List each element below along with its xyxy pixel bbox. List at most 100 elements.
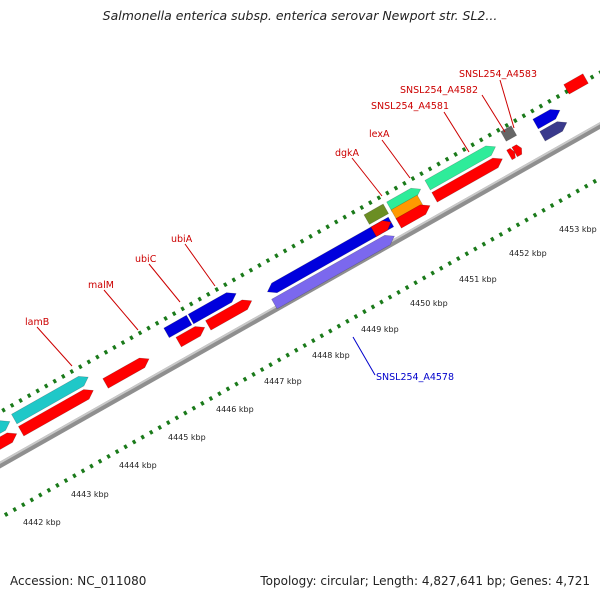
scale-tick xyxy=(345,318,350,324)
scale-label: 4442 kbp xyxy=(23,518,61,527)
gene-feature[interactable] xyxy=(11,372,91,425)
gene-feature[interactable] xyxy=(370,217,394,237)
gene-feature[interactable] xyxy=(17,386,96,437)
scale-tick xyxy=(504,122,510,128)
scale-tick xyxy=(413,280,418,286)
scale-tick xyxy=(299,238,305,244)
scale-tick xyxy=(183,410,188,416)
scale-tick xyxy=(532,212,538,218)
gene-feature[interactable] xyxy=(563,73,589,95)
scale-tick xyxy=(436,161,441,167)
scale-tick xyxy=(316,229,322,235)
gene-label-lamB[interactable]: lamB xyxy=(25,317,49,328)
tick-rows xyxy=(1,69,600,517)
scale-tick xyxy=(393,185,399,191)
scale-tick xyxy=(515,222,521,228)
scale-tick xyxy=(123,444,128,450)
scale-tick xyxy=(69,369,75,375)
scale-tick xyxy=(205,291,211,297)
scale-tick xyxy=(353,314,359,319)
gene-feature[interactable] xyxy=(187,289,239,325)
scale-tick xyxy=(453,151,458,157)
scale-tick xyxy=(80,468,86,474)
gene-feature[interactable] xyxy=(431,154,505,203)
gene-label-snsl254-a4581[interactable]: SNSL254_A4581 xyxy=(371,101,449,112)
gene-label-ubiC[interactable]: ubiC xyxy=(135,254,157,265)
gene-feature[interactable] xyxy=(532,106,563,130)
gene-label-dgkA[interactable]: dgkA xyxy=(335,148,360,159)
scale-tick xyxy=(325,224,330,230)
scale-tick xyxy=(350,209,356,215)
scale-tick xyxy=(455,256,461,262)
gene-label-snsl254-a4582[interactable]: SNSL254_A4582 xyxy=(400,85,478,96)
gene-feature[interactable] xyxy=(102,354,152,389)
scale-tick xyxy=(478,137,484,143)
scale-tick xyxy=(106,453,111,459)
scale-tick xyxy=(308,233,313,239)
scale-tick xyxy=(376,195,382,201)
scale-label: 4451 kbp xyxy=(459,275,497,284)
scale-tick xyxy=(148,429,154,435)
genome-backbone xyxy=(0,97,600,498)
scale-tick xyxy=(547,98,552,104)
scale-label: 4444 kbp xyxy=(119,461,157,470)
gene-feature[interactable] xyxy=(539,118,570,142)
scale-tick xyxy=(430,270,435,276)
scale-tick xyxy=(359,204,365,210)
gene-feature[interactable] xyxy=(0,429,19,474)
gene-feature[interactable] xyxy=(271,231,398,310)
scale-tick xyxy=(259,367,265,373)
scale-tick xyxy=(575,188,580,194)
scale-tick xyxy=(521,113,527,119)
gene-feature[interactable] xyxy=(506,147,518,161)
gene-label-snsl254-a4578[interactable]: SNSL254_A4578 xyxy=(376,372,454,383)
gene-feature[interactable] xyxy=(500,125,518,142)
scale-tick xyxy=(231,277,237,283)
scale-tick xyxy=(157,425,163,430)
scale-tick xyxy=(89,463,94,469)
gene-feature[interactable] xyxy=(163,314,193,339)
gene-label-snsl254-a4583[interactable]: SNSL254_A4583 xyxy=(459,69,537,80)
gene-label-ubiA[interactable]: ubiA xyxy=(171,234,193,245)
scale-tick xyxy=(498,231,504,237)
scale-tick xyxy=(240,272,245,278)
gene-feature[interactable] xyxy=(0,417,13,462)
scale-tick xyxy=(38,492,43,498)
scale-tick xyxy=(404,285,410,291)
scale-tick xyxy=(223,282,228,288)
scale-tick xyxy=(419,171,424,177)
gene-label-malM[interactable]: malM xyxy=(88,280,114,291)
gene-feature[interactable] xyxy=(175,323,208,348)
gene-feature[interactable] xyxy=(205,296,255,331)
scale-tick xyxy=(43,383,49,389)
scale-label: 4448 kbp xyxy=(312,351,350,360)
scale-tick xyxy=(530,108,535,114)
scale-tick xyxy=(470,142,475,148)
scale-tick xyxy=(1,407,6,413)
scale-tick xyxy=(291,243,296,249)
gene-feature[interactable] xyxy=(363,203,389,225)
gene-feature[interactable] xyxy=(395,201,433,229)
gene-feature[interactable] xyxy=(511,143,524,158)
scale-tick xyxy=(285,352,290,358)
scale-tick xyxy=(333,219,339,225)
map-title: Salmonella enterica subsp. enterica sero… xyxy=(102,8,498,23)
scale-tick xyxy=(63,478,69,484)
scale-tick xyxy=(3,511,9,517)
scale-tick xyxy=(362,309,367,315)
scale-tick xyxy=(129,335,134,341)
scale-tick xyxy=(342,214,348,220)
scale-tick xyxy=(370,304,376,310)
gene-feature[interactable] xyxy=(424,142,498,191)
gene-label-lexA[interactable]: lexA xyxy=(369,129,390,140)
scale-tick xyxy=(368,200,373,206)
gene-feature[interactable] xyxy=(390,194,423,220)
scale-tick xyxy=(35,388,40,394)
scale-tick xyxy=(495,127,501,133)
scale-tick xyxy=(225,386,231,392)
scale-tick xyxy=(598,69,600,75)
scale-label: 4449 kbp xyxy=(361,325,399,334)
gene-feature[interactable] xyxy=(265,216,395,296)
scale-tick xyxy=(154,320,160,326)
scale-tick xyxy=(310,338,316,344)
